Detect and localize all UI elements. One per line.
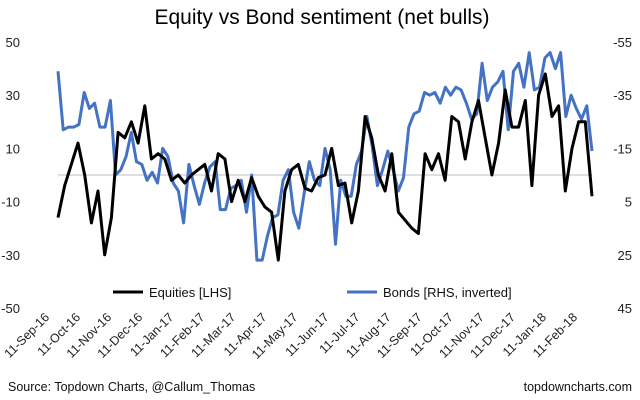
legend-label-equities: Equities [LHS] (149, 285, 231, 300)
x-axis: 11-Sep-1611-Oct-1611-Nov-1611-Dec-1611-J… (2, 310, 581, 362)
series-line-equities (56, 72, 594, 262)
left-tick-label: 30 (6, 88, 20, 103)
right-tick-label: 5 (625, 195, 632, 210)
right-tick-label: -55 (613, 35, 632, 50)
right-tick-label: -35 (613, 88, 632, 103)
left-axis: 50 30 10 -10 -30 -50 (1, 35, 20, 316)
right-tick-label: -15 (613, 141, 632, 156)
watermark: topdowncharts.com (524, 380, 632, 394)
right-tick-label: 25 (618, 248, 632, 263)
left-tick-label: -50 (1, 301, 20, 316)
right-tick-label: 45 (618, 301, 632, 316)
legend-label-bonds: Bonds [RHS, inverted] (383, 285, 512, 300)
left-tick-label: -10 (1, 195, 20, 210)
left-tick-label: 50 (6, 35, 20, 50)
left-tick-label: 10 (6, 141, 20, 156)
source-note: Source: Topdown Charts, @Callum_Thomas (8, 380, 255, 394)
left-tick-label: -30 (1, 248, 20, 263)
legend: Equities [LHS] Bonds [RHS, inverted] (113, 285, 512, 300)
chart-title: Equity vs Bond sentiment (net bulls) (155, 6, 490, 29)
series-line-bonds (56, 51, 594, 262)
right-axis: -55 -35 -15 5 25 45 (613, 35, 632, 316)
